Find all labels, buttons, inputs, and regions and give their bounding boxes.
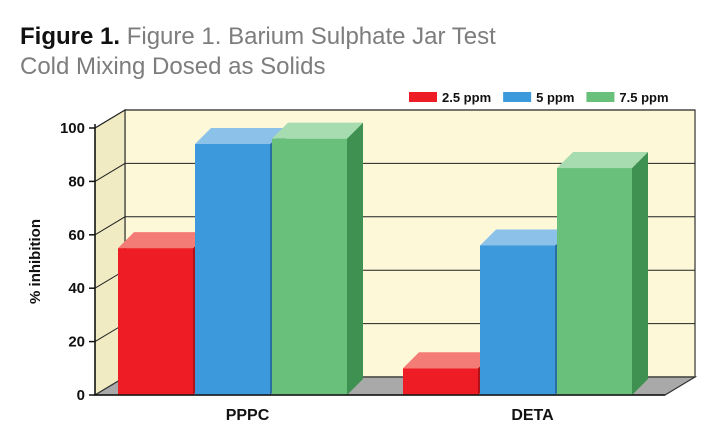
legend-label: 5 ppm [536, 90, 574, 105]
bar-top [403, 352, 494, 369]
bar-top [195, 128, 286, 145]
legend-swatch [503, 92, 532, 102]
gridline [94, 109, 695, 129]
bar [272, 138, 347, 395]
bar [403, 368, 478, 395]
y-axis-label: % inhibition [27, 219, 44, 304]
legend-label: 7.5 ppm [619, 90, 668, 105]
bar [118, 248, 193, 395]
y-tick-label: 80 [68, 173, 85, 190]
bar-side [347, 122, 363, 396]
chart-title: Figure 1. Figure 1. Barium Sulphate Jar … [20, 22, 660, 82]
bar [480, 245, 555, 395]
y-tick-label: 40 [68, 280, 85, 297]
y-tick-label: 60 [68, 227, 85, 244]
bar-top [118, 232, 209, 249]
bars [118, 122, 648, 396]
legend-swatch [409, 92, 437, 102]
x-tick-label: DETA [511, 407, 554, 424]
bar-side [632, 152, 648, 395]
legend: 2.5 ppm 5 ppm 7.5 ppm [409, 90, 669, 105]
legend-swatch [586, 92, 615, 102]
legend-label: 2.5 ppm [442, 90, 491, 105]
gridline [94, 162, 695, 182]
y-tick-label: 100 [60, 120, 85, 137]
bar [195, 144, 270, 395]
y-tick-label: 0 [77, 387, 85, 404]
figure-label: Figure 1. [20, 23, 121, 50]
axes: PPPC DETA 0 20 40 60 80 100 % inhibition [27, 120, 665, 424]
y-tick-label: 20 [68, 334, 85, 351]
bar [557, 168, 632, 395]
bar-top [557, 152, 648, 169]
bar-top [272, 122, 363, 139]
gridline [94, 216, 695, 236]
x-tick-label: PPPC [226, 407, 270, 424]
title-line-1: Figure 1. Barium Sulphate Jar Test [126, 23, 496, 50]
bar-top [480, 229, 571, 246]
title-line-2: Cold Mixing Dosed as Solids [20, 53, 326, 80]
